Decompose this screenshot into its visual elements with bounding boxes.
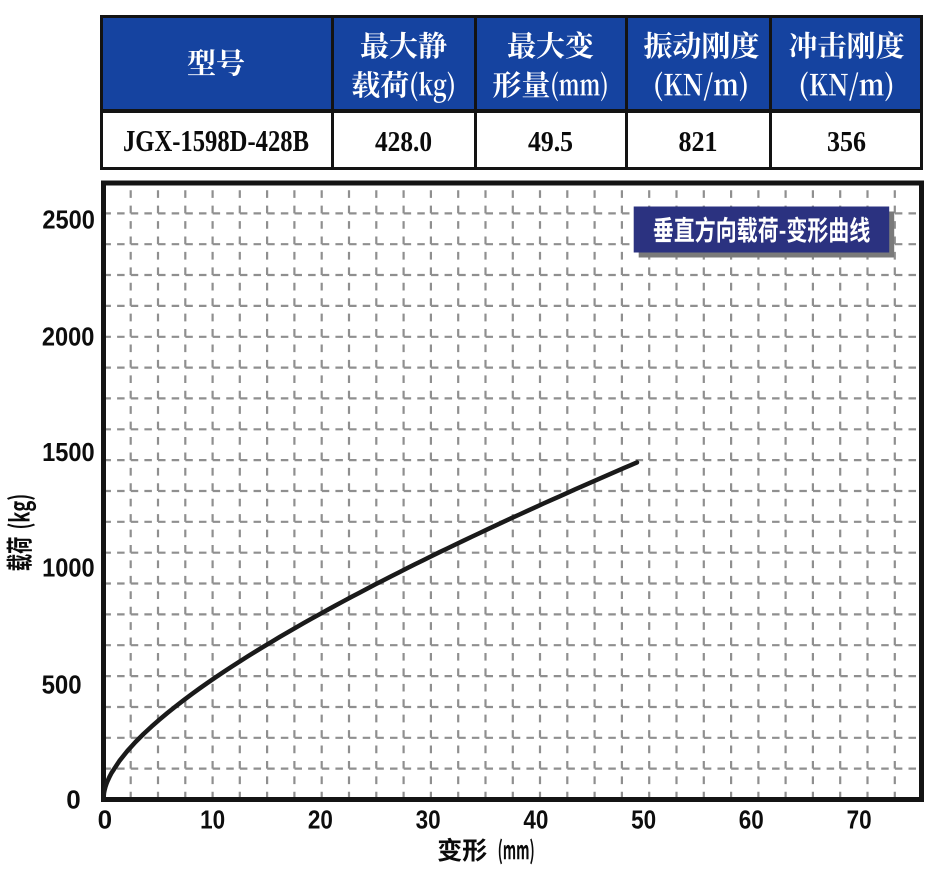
svg-text:10: 10: [200, 805, 225, 835]
svg-text:428.0: 428.0: [375, 126, 432, 158]
svg-text:1500: 1500: [42, 437, 95, 467]
svg-text:40: 40: [523, 805, 548, 835]
svg-text:60: 60: [739, 805, 764, 835]
svg-text:30: 30: [416, 805, 441, 835]
svg-text:0: 0: [66, 785, 80, 815]
svg-text:2500: 2500: [42, 205, 95, 235]
svg-text:49.5: 49.5: [528, 126, 573, 158]
svg-text:1000: 1000: [42, 553, 95, 583]
svg-text:821: 821: [679, 126, 718, 158]
svg-text:20: 20: [308, 805, 333, 835]
svg-text:0: 0: [98, 805, 112, 835]
svg-text:500: 500: [42, 669, 82, 699]
svg-text:2000: 2000: [42, 321, 95, 351]
svg-text:JGX-1598D-428B: JGX-1598D-428B: [123, 123, 309, 158]
svg-text:70: 70: [847, 805, 872, 835]
svg-text:50: 50: [631, 805, 656, 835]
svg-text:356: 356: [827, 126, 866, 158]
